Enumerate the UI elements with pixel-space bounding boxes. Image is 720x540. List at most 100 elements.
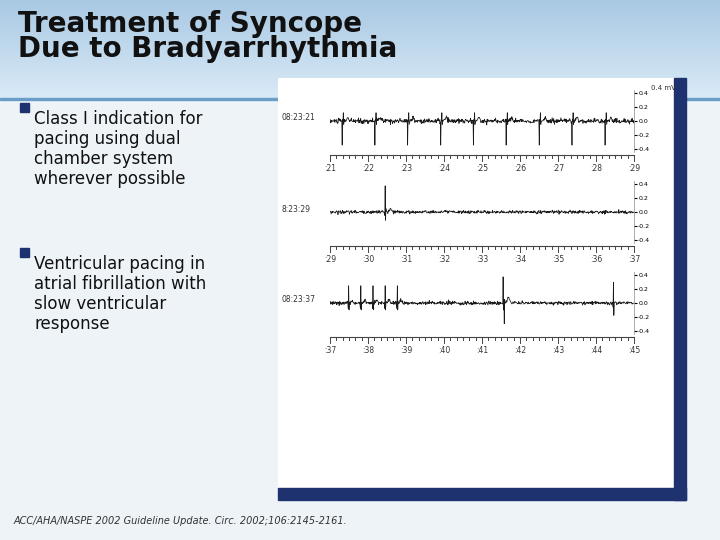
Bar — [0, 86, 720, 88]
Bar — [0, 24, 720, 26]
Bar — [674, 78, 686, 500]
Bar — [0, 52, 720, 54]
Bar — [0, 45, 720, 48]
Bar — [0, 76, 720, 78]
Bar — [0, 6, 720, 8]
Text: Treatment of Syncope: Treatment of Syncope — [18, 10, 362, 38]
Bar — [0, 17, 720, 19]
Text: :23: :23 — [400, 164, 412, 173]
Bar — [0, 89, 720, 91]
Bar — [0, 79, 720, 82]
Bar — [0, 81, 720, 83]
Text: ACC/AHA/NASPE 2002 Guideline Update. Circ. 2002;106:2145-2161.: ACC/AHA/NASPE 2002 Guideline Update. Cir… — [14, 516, 348, 526]
Text: :33: :33 — [476, 255, 488, 264]
Bar — [0, 75, 720, 77]
Text: :29: :29 — [628, 164, 640, 173]
Text: :34: :34 — [514, 255, 526, 264]
Text: :22: :22 — [362, 164, 374, 173]
Bar — [0, 14, 720, 16]
Bar — [0, 9, 720, 11]
Bar — [0, 0, 720, 2]
Bar — [0, 66, 720, 69]
Bar — [0, 87, 720, 90]
Text: atrial fibrillation with: atrial fibrillation with — [34, 275, 206, 293]
Text: :42: :42 — [514, 346, 526, 355]
Text: :29: :29 — [324, 255, 336, 264]
Text: Ventricular pacing in: Ventricular pacing in — [34, 255, 205, 273]
Bar — [0, 16, 720, 18]
Text: pacing using dual: pacing using dual — [34, 130, 181, 148]
Bar — [0, 58, 720, 60]
Bar — [0, 32, 720, 35]
Text: :28: :28 — [590, 164, 602, 173]
Bar — [0, 71, 720, 73]
Bar — [0, 62, 720, 64]
Bar — [0, 8, 720, 10]
Text: :37: :37 — [324, 346, 336, 355]
Text: Due to Bradyarrhythmia: Due to Bradyarrhythmia — [18, 35, 397, 63]
Bar — [278, 488, 686, 500]
Bar — [0, 60, 720, 62]
Bar — [0, 31, 720, 32]
Text: slow ventricular: slow ventricular — [34, 295, 166, 313]
Text: :25: :25 — [476, 164, 488, 173]
Text: :39: :39 — [400, 346, 412, 355]
Bar — [0, 44, 720, 46]
Text: :36: :36 — [590, 255, 602, 264]
Bar — [0, 70, 720, 72]
Text: 08:23:21: 08:23:21 — [281, 113, 315, 123]
Text: :35: :35 — [552, 255, 564, 264]
Bar — [20, 103, 29, 112]
Bar — [0, 50, 720, 52]
Bar — [0, 21, 720, 23]
Bar — [0, 84, 720, 86]
Bar — [0, 19, 720, 21]
Bar — [0, 65, 720, 67]
Bar — [0, 55, 720, 57]
Text: :26: :26 — [514, 164, 526, 173]
Text: 8:23:29: 8:23:29 — [281, 205, 310, 213]
Text: :27: :27 — [552, 164, 564, 173]
Text: Class I indication for: Class I indication for — [34, 110, 202, 128]
Bar — [0, 37, 720, 39]
Bar — [0, 63, 720, 65]
Text: :41: :41 — [476, 346, 488, 355]
Text: :38: :38 — [362, 346, 374, 355]
Bar — [0, 57, 720, 59]
Text: :31: :31 — [400, 255, 412, 264]
Text: :40: :40 — [438, 346, 450, 355]
Bar — [0, 92, 720, 94]
Bar — [0, 47, 720, 49]
Bar — [0, 94, 720, 96]
Bar — [0, 78, 720, 80]
Text: :37: :37 — [628, 255, 640, 264]
Text: chamber system: chamber system — [34, 150, 174, 168]
Text: 08:23:37: 08:23:37 — [281, 295, 315, 305]
Bar — [0, 100, 720, 540]
Bar — [0, 34, 720, 36]
Bar — [0, 98, 720, 100]
Bar — [0, 40, 720, 43]
Text: :30: :30 — [362, 255, 374, 264]
Bar — [0, 22, 720, 24]
Bar — [278, 78, 674, 488]
Bar — [0, 29, 720, 31]
Bar — [0, 39, 720, 41]
Bar — [0, 12, 720, 15]
Text: response: response — [34, 315, 109, 333]
Bar — [0, 1, 720, 3]
Bar — [0, 4, 720, 6]
Bar — [0, 83, 720, 85]
Bar — [0, 53, 720, 56]
Bar — [0, 73, 720, 75]
Text: :45: :45 — [628, 346, 640, 355]
Text: :24: :24 — [438, 164, 450, 173]
Text: 0.4 mV: 0.4 mV — [651, 85, 676, 91]
Bar — [0, 11, 720, 13]
Bar — [0, 91, 720, 93]
Bar — [0, 27, 720, 29]
Bar — [0, 68, 720, 70]
Text: wherever possible: wherever possible — [34, 170, 186, 188]
Bar — [20, 248, 29, 257]
Bar — [0, 3, 720, 5]
